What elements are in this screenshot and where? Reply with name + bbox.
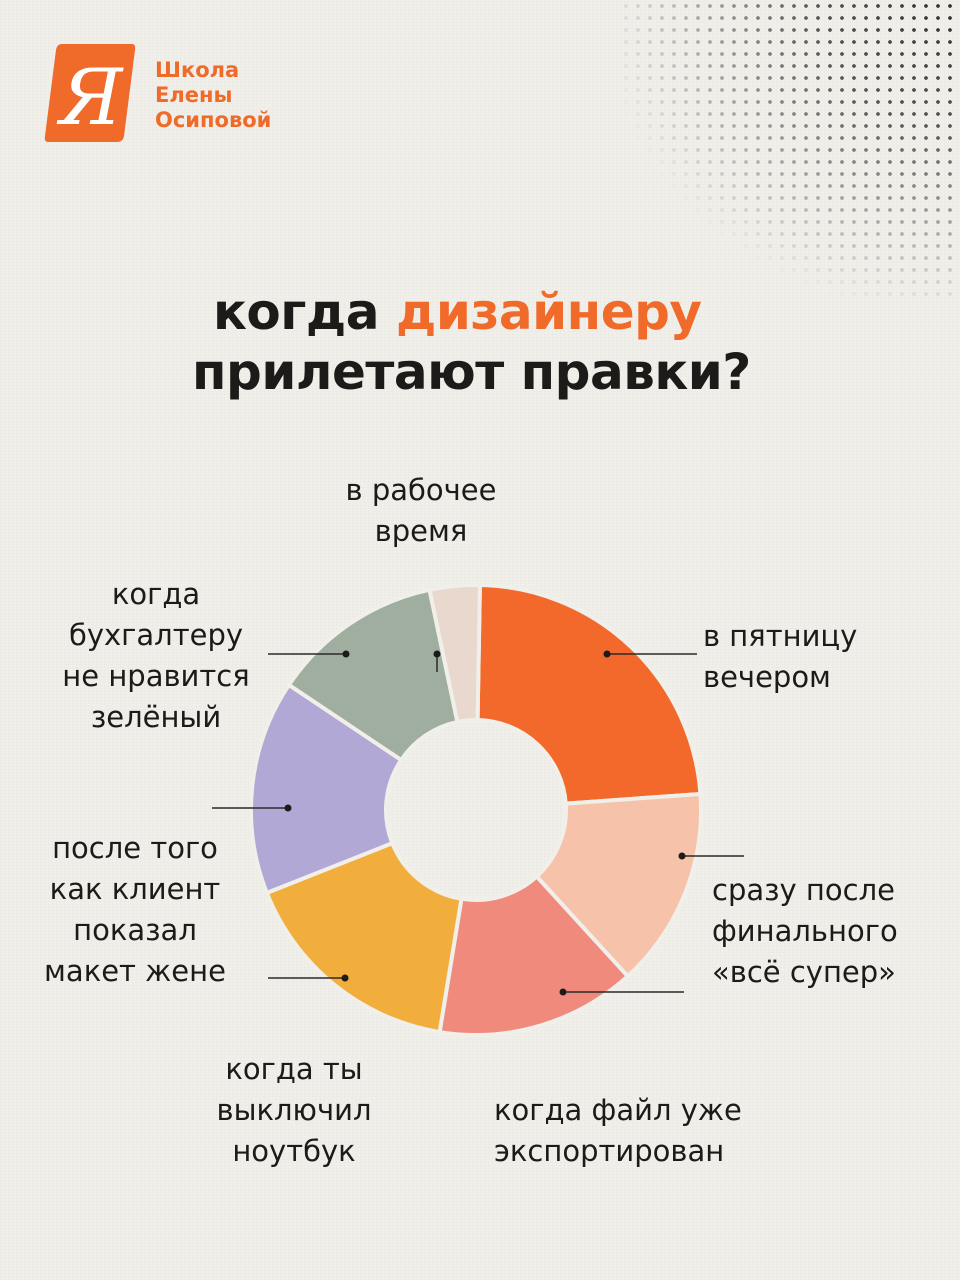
- slice-label-line: когда: [111, 577, 201, 611]
- title-prefix: когда: [213, 283, 396, 341]
- slice-label-line: в рабочее: [345, 473, 497, 507]
- brand-line: Школа: [155, 58, 240, 82]
- slice-label-line: когда файл уже: [494, 1093, 742, 1127]
- title-line-1: когда дизайнеру: [213, 282, 702, 342]
- donut-slice: [437, 873, 631, 1038]
- title-line-2: прилетают правки?: [192, 343, 751, 401]
- title-accent: дизайнеру: [395, 283, 702, 341]
- leader-dot: [559, 988, 567, 996]
- slice-label-line: бухгалтеру: [68, 618, 244, 652]
- slice-label: сразу после финального «всё супер»: [712, 870, 898, 993]
- slice-label-line: не нравится: [62, 659, 250, 693]
- brand-line: Елены: [155, 83, 233, 107]
- slice-label: в пятницу вечером: [703, 616, 857, 698]
- donut-slice: [533, 791, 703, 980]
- slice-label: когда файл уже экспортирован: [494, 1090, 742, 1172]
- school-logo: Я: [44, 44, 136, 143]
- slice-label: после того как клиент показал макет жене: [44, 828, 226, 992]
- slice-label-line: после того: [52, 831, 218, 865]
- donut-slice: [264, 840, 464, 1035]
- donut-slice: [427, 583, 482, 725]
- brand-name: Школа Елены Осиповой: [155, 58, 271, 133]
- slice-label-line: финального: [712, 914, 898, 948]
- leader-dot: [603, 650, 611, 658]
- slice-label-line: вечером: [703, 660, 831, 694]
- slice-label: когда бухгалтеру не нравится зелёный: [62, 574, 249, 738]
- donut-slice: [475, 582, 703, 806]
- leader-dot: [342, 650, 350, 658]
- slice-label-line: как клиент: [49, 872, 221, 906]
- slice-label-line: выключил: [216, 1093, 372, 1127]
- slice-label-line: в пятницу: [703, 619, 858, 653]
- slice-label-line: время: [374, 514, 468, 548]
- slice-label-line: «всё супер»: [712, 955, 896, 989]
- slice-label-line: сразу после: [712, 873, 895, 907]
- slice-label-line: макет жене: [44, 954, 226, 988]
- slice-label-line: когда ты: [225, 1052, 363, 1086]
- leader-dot: [284, 804, 292, 812]
- logo-letter: Я: [57, 53, 125, 143]
- leader-dot: [433, 650, 441, 658]
- slice-label: в рабочее время: [346, 470, 497, 552]
- leader-dot: [678, 852, 686, 860]
- leader-dot: [341, 974, 349, 982]
- donut-slice: [286, 587, 460, 763]
- slice-label-line: зелёный: [90, 700, 222, 734]
- halftone-pattern: [620, 0, 960, 300]
- slice-label: когда ты выключил ноутбук: [217, 1049, 372, 1172]
- slice-label-line: экспортирован: [494, 1134, 725, 1168]
- brand-line: Осиповой: [155, 108, 272, 132]
- slice-label-line: показал: [73, 913, 197, 947]
- slice-label-line: ноутбук: [232, 1134, 356, 1168]
